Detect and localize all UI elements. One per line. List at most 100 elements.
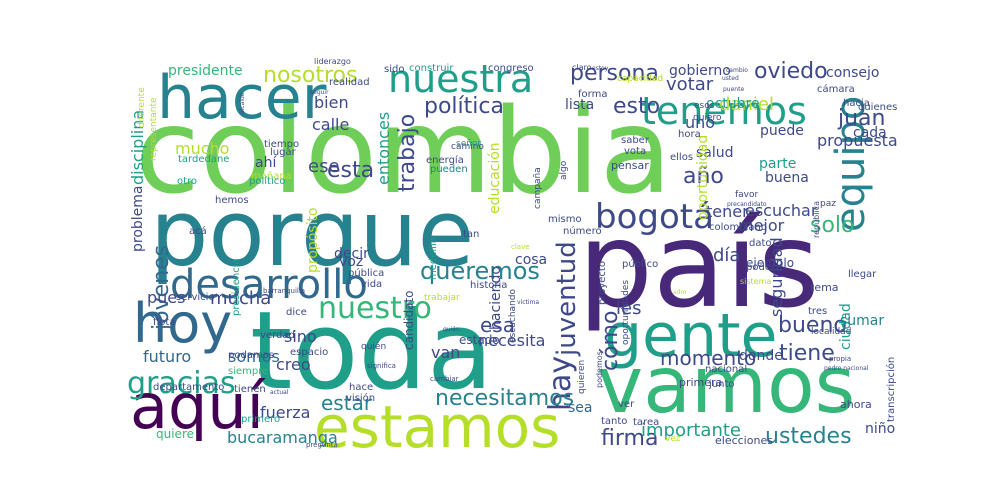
cloud-word: voz [339,254,363,270]
cloud-word: llegar [848,269,877,280]
cloud-word: calle [312,115,349,134]
cloud-word: proyecto [597,261,608,305]
cloud-word: usted [722,75,739,82]
cloud-word: propuesta [817,131,898,150]
cloud-word: clave [511,243,530,251]
cloud-word: cámara [817,83,855,95]
cloud-word: necesita [478,331,545,350]
cloud-word: flota [153,317,175,328]
cloud-word: octubre [706,96,760,112]
cloud-word: dato [749,238,772,249]
cloud-word: trabajo [395,114,420,192]
cloud-word: van [431,343,460,362]
cloud-word: jóvenes [149,245,174,331]
cloud-word: país [578,196,819,334]
cloud-word: estar [321,391,373,415]
cloud-word: quiere [156,427,194,441]
cloud-word: firma [601,426,658,451]
cloud-word: sido [384,64,404,75]
cloud-word: congreso [488,63,534,74]
cloud-word: barranquilla [263,287,305,295]
cloud-word: juan [837,106,885,131]
cloud-word: transcripción [885,357,897,422]
cloud-word: ciudad [838,303,854,350]
cloud-word: alcalde [239,92,246,114]
cloud-word: saber [621,135,650,146]
cloud-word: tener [706,202,749,221]
cloud-word: pregunta [306,441,338,449]
cloud-word: diferente [137,87,147,128]
cloud-word: fuerza [260,403,310,422]
cloud-word: tiempo [264,139,299,150]
cloud-word: número [563,225,602,237]
cloud-word: quiero [693,113,722,123]
cloud-word: hay [543,356,578,411]
cloud-word: futuro [143,347,191,366]
cloud-word: colombiano [709,222,767,233]
cloud-word: les [616,298,641,319]
cloud-word: siempre [228,366,268,377]
cloud-word: toda [250,289,493,414]
cloud-word: ellos [670,152,693,163]
cloud-word: departamento [153,382,224,393]
cloud-word: mismo [548,214,582,225]
cloud-word: quién [361,341,386,352]
cloud-word: nosotros [263,63,357,88]
cloud-word: tarea [633,417,659,428]
cloud-word: nacional [705,364,747,375]
cloud-word: estoy [592,65,609,72]
cloud-word: pública [348,267,384,279]
cloud-word: importante [641,420,741,441]
cloud-word: pensar [611,159,649,172]
cloud-word: político [249,175,285,187]
cloud-word: vamos [597,341,855,431]
cloud-word: tardedane [178,154,229,165]
cloud-word: lista [565,97,594,113]
cloud-word: ese [308,156,340,177]
cloud-word: cada [853,125,887,141]
cloud-word: bien [314,93,349,112]
cloud-word: favor [735,190,759,200]
cloud-word: quieren [577,360,587,394]
cloud-word: junto [708,379,735,390]
cloud-word: realidad [329,77,370,88]
cloud-word: bucaramanga [227,428,338,447]
cloud-word: persona [570,61,659,86]
cloud-word: pedro nacional [824,365,869,372]
cloud-word: construir [409,63,454,74]
cloud-word: mañana [251,171,292,182]
cloud-word: donde [739,348,783,364]
cloud-word: energía [426,154,464,166]
cloud-word: creo [276,355,311,374]
cloud-word: servicio [176,292,215,303]
cloud-word: hacer [157,63,327,133]
cloud-word: algo [559,160,569,180]
cloud-word: año [683,164,724,189]
cloud-word: precandidato [727,201,767,208]
cloud-word: propósito [305,207,321,273]
cloud-word: porque [150,180,474,287]
cloud-word: pueden [430,164,468,175]
cloud-word: momento [660,346,756,370]
cloud-word: pues [147,288,185,307]
cloud-word: desarrollo [170,262,368,308]
cloud-word: tan [463,229,479,240]
cloud-word: cómo [598,311,623,371]
cloud-word: ustedes [765,424,852,449]
cloud-word: daniel [719,94,774,115]
cloud-word: tema [810,281,839,294]
cloud-word: público [622,258,658,270]
cloud-word: cambiar [430,375,459,383]
cloud-word: ver [618,399,635,410]
cloud-word: niño [865,421,895,437]
cloud-word: vota [624,146,646,157]
cloud-word: liderazgo [314,57,351,66]
cloud-word: uno [685,113,715,132]
cloud-word: hora [678,129,701,140]
cloud-word: nuestra [388,57,533,101]
cloud-word: colombia [135,82,672,220]
cloud-word: hoy [133,292,232,355]
cloud-word: sino [284,327,317,346]
cloud-word: oportunidad [695,135,711,220]
cloud-word: tenemos [641,89,807,133]
